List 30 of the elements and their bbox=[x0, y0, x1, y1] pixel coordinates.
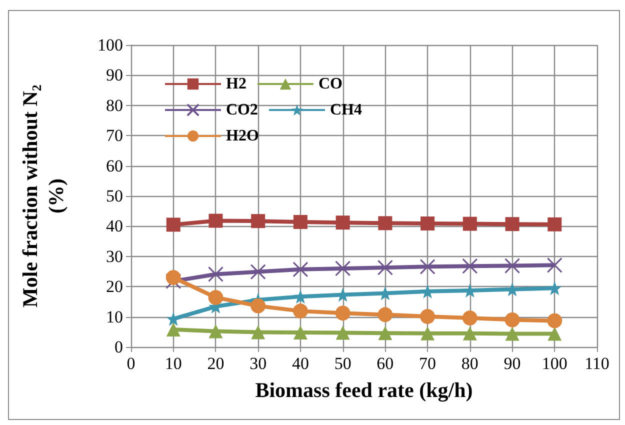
x-tick-label: 0 bbox=[126, 354, 136, 373]
y-tick-label: 60 bbox=[106, 156, 123, 176]
text: Mole fraction without N2 (%) bbox=[18, 84, 68, 308]
legend-label: CH4 bbox=[330, 102, 362, 118]
y-tick-label: 0 bbox=[114, 338, 123, 356]
x-tick-label: 10 bbox=[164, 354, 182, 373]
y-tick-label: 10 bbox=[106, 307, 123, 326]
x-tick-label: 40 bbox=[292, 354, 309, 373]
y-tick-label: 20 bbox=[106, 277, 123, 296]
x-tick-label: 70 bbox=[419, 354, 436, 373]
y-tick-label: 90 bbox=[106, 66, 123, 85]
legend-label: H2O bbox=[226, 128, 259, 144]
legend-label: H2 bbox=[226, 76, 246, 92]
x-tick-label: 60 bbox=[376, 354, 394, 373]
x-tick-label: 80 bbox=[461, 354, 478, 373]
y-tick-label: 40 bbox=[106, 216, 123, 236]
x-tick-label: 90 bbox=[504, 354, 521, 373]
y-tick-label: 30 bbox=[106, 246, 123, 266]
x-tick-label: 110 bbox=[584, 354, 610, 373]
x-tick-label: 50 bbox=[334, 354, 352, 373]
x-axis-title: Biomass feed rate (kg/h) bbox=[255, 378, 473, 402]
y-tick-label: 100 bbox=[98, 36, 123, 54]
x-tick-label: 20 bbox=[207, 354, 224, 373]
x-tick-label: 30 bbox=[250, 354, 267, 373]
legend-label: CO2 bbox=[226, 102, 258, 118]
y-tick-label: 80 bbox=[106, 96, 123, 115]
y-tick-label: 70 bbox=[106, 126, 123, 146]
legend-label: CO bbox=[318, 76, 342, 92]
y-tick-label: 50 bbox=[106, 186, 123, 206]
x-tick-label: 100 bbox=[542, 354, 568, 373]
